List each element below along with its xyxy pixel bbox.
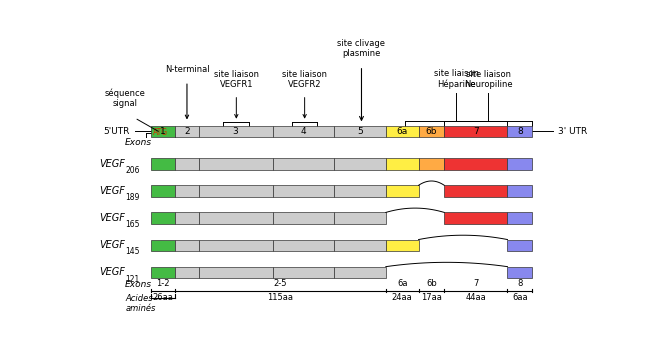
Bar [386,185,419,197]
Text: 3' UTR: 3' UTR [558,127,587,136]
Text: 8: 8 [517,279,523,288]
Bar [175,267,199,278]
Bar [151,158,175,170]
Text: 2-5: 2-5 [274,279,287,288]
Text: site liaison
VEGFR2: site liaison VEGFR2 [282,70,327,89]
Text: 7: 7 [474,279,479,288]
Bar [273,185,335,197]
Text: 145: 145 [126,247,140,257]
Bar [199,213,273,224]
Bar [508,185,532,197]
Bar [508,126,532,137]
Bar [199,185,273,197]
Text: 6a: 6a [397,127,408,136]
Text: 44aa: 44aa [466,293,486,302]
Text: 6aa: 6aa [512,293,528,302]
Bar [273,240,335,251]
Text: 6a: 6a [397,279,408,288]
Bar [444,185,508,197]
Text: séquence
signal: séquence signal [105,89,145,108]
Text: 3: 3 [233,127,238,136]
Bar [273,126,335,137]
Bar [273,158,335,170]
Text: 8: 8 [517,127,523,136]
Bar [508,267,532,278]
Text: N-terminal: N-terminal [165,66,209,74]
Bar [508,213,532,224]
Text: VEGF: VEGF [99,159,125,169]
Bar [386,126,419,137]
Text: VEGF: VEGF [99,186,125,196]
Text: 121: 121 [126,274,140,284]
Bar [386,158,419,170]
Bar [335,126,386,137]
Bar [419,158,444,170]
Bar [508,158,532,170]
Text: 26aa: 26aa [152,293,174,302]
Bar [151,240,175,251]
Text: site liaison
VEGFR1: site liaison VEGFR1 [214,70,259,89]
Bar [175,213,199,224]
Bar [335,158,386,170]
Bar [199,267,273,278]
Text: site liaison
Héparine: site liaison Héparine [433,69,479,89]
Text: 4: 4 [300,127,306,136]
Bar [199,240,273,251]
Bar [151,185,175,197]
Bar [175,158,199,170]
Bar [199,126,273,137]
Bar [444,158,508,170]
Text: 7: 7 [473,127,479,136]
Bar [199,158,273,170]
Text: 5'UTR: 5'UTR [103,127,130,136]
Bar [175,185,199,197]
Text: 115aa: 115aa [267,293,293,302]
Bar [335,267,386,278]
Bar [386,240,419,251]
Bar [151,126,175,137]
Bar [151,213,175,224]
Bar [335,240,386,251]
Text: VEGF: VEGF [99,240,125,250]
Bar [444,126,508,137]
Text: 24aa: 24aa [392,293,413,302]
Bar [419,126,444,137]
Text: 1: 1 [160,127,166,136]
Bar [273,267,335,278]
Text: site liaison
Neuropiline: site liaison Neuropiline [464,70,512,89]
Bar [175,126,199,137]
Text: 6b: 6b [426,127,437,136]
Text: site clivage
plasmine: site clivage plasmine [337,39,386,58]
Text: 5: 5 [357,127,363,136]
Text: ATG: ATG [153,128,169,137]
Bar [508,240,532,251]
Text: 17aa: 17aa [421,293,442,302]
Text: 165: 165 [126,220,140,229]
Bar [335,213,386,224]
Text: 189: 189 [126,193,140,202]
Text: 6b: 6b [426,279,437,288]
Text: 206: 206 [126,166,140,175]
Text: 1-2: 1-2 [156,279,170,288]
Bar [175,240,199,251]
Text: Acides
aminés: Acides aminés [125,294,156,313]
Text: Exons: Exons [125,138,152,147]
Bar [444,213,508,224]
Bar [151,267,175,278]
Text: VEGF: VEGF [99,213,125,223]
Bar [335,185,386,197]
Text: 2: 2 [184,127,190,136]
Text: VEGF: VEGF [99,267,125,277]
Text: Exons: Exons [125,280,152,289]
Bar [273,213,335,224]
